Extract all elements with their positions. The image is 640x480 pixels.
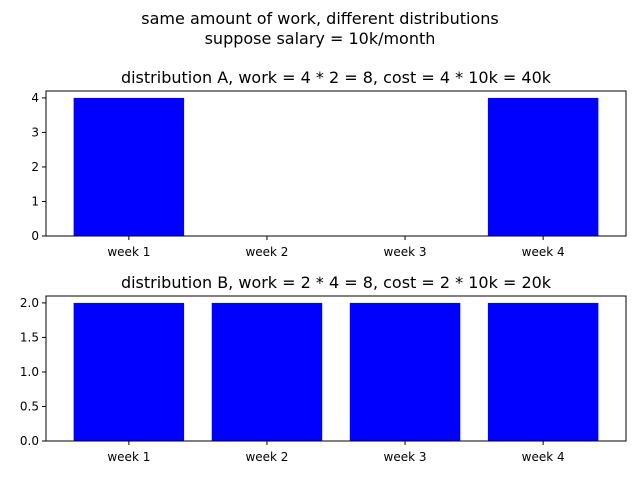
chart-a-ytick-label: 4 [31,91,39,105]
chart-a-frame [45,90,627,237]
chart-b-ytick-label: 1.5 [20,330,39,344]
chart-b-frame [45,295,627,442]
chart-a-xtick-label: week 2 [245,245,288,259]
chart-a-axes: distribution A, work = 4 * 2 = 8, cost =… [31,68,627,259]
chart-b-bar-2 [211,302,323,441]
chart-b-ytick-label: 1.0 [20,365,39,379]
chart-a-xtick-label: week 4 [522,245,565,259]
figure-suptitle-line-2: suppose salary = 10k/month [205,29,436,48]
chart-a-ytick-label: 2 [31,160,39,174]
chart-b-ytick-label: 0.0 [20,434,39,448]
chart-b-title: distribution B, work = 2 * 4 = 8, cost =… [121,273,552,292]
figure-suptitle-line-1: same amount of work, different distribut… [141,9,498,28]
chart-b-bar-4 [487,302,599,441]
chart-b-ytick-label: 2.0 [20,296,39,310]
chart-a-ytick-label: 1 [31,194,39,208]
chart-a-xtick-label: week 3 [384,245,427,259]
chart-a-bar-1 [73,97,185,237]
chart-b-bar-3 [349,302,461,441]
chart-b-xtick-label: week 2 [245,450,288,464]
chart-a-ytick-label: 3 [31,125,39,139]
chart-b-xtick-label: week 3 [384,450,427,464]
chart-b-bar-1 [73,302,185,441]
chart-a-ytick-label: 0 [31,229,39,243]
chart-b-axes: distribution B, work = 2 * 4 = 8, cost =… [20,273,627,464]
chart-a-xtick-label: week 1 [107,245,150,259]
chart-a-title: distribution A, work = 4 * 2 = 8, cost =… [121,68,552,87]
chart-b-xtick-label: week 1 [107,450,150,464]
chart-b-xtick-label: week 4 [522,450,565,464]
chart-b-ytick-label: 0.5 [20,399,39,413]
chart-a-bar-4 [487,97,599,237]
